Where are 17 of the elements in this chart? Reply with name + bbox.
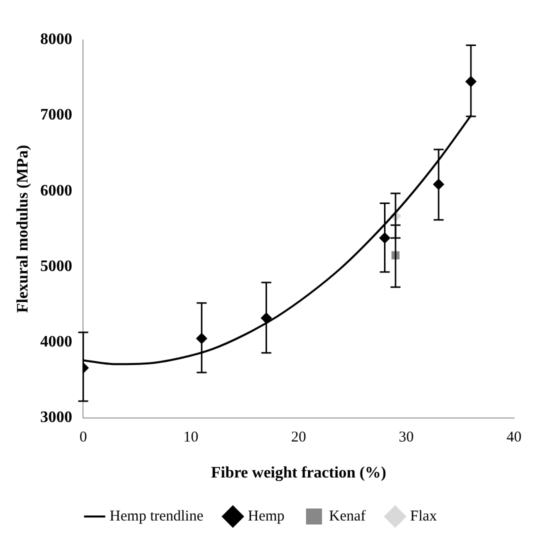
- legend-label: Flax: [410, 508, 438, 524]
- x-tick-label: 10: [183, 430, 198, 446]
- x-axis-title: Fibre weight fraction (%): [210, 464, 386, 482]
- y-tick-label: 8000: [40, 31, 72, 48]
- y-tick-label: 6000: [40, 182, 72, 200]
- legend-label: Hemp trendline: [110, 508, 204, 524]
- legend-label: Kenaf: [329, 508, 366, 524]
- y-axis-title: Flexural modulus (MPa): [14, 144, 32, 313]
- y-tick-label: 4000: [40, 333, 72, 350]
- x-tick-label: 0: [79, 430, 87, 446]
- legend-label: Hemp: [248, 508, 285, 524]
- y-tick-label: 5000: [40, 258, 72, 275]
- y-tick-label: 7000: [40, 106, 72, 124]
- x-tick-label: 30: [398, 430, 414, 446]
- y-tick-label: 3000: [40, 408, 72, 426]
- x-tick-label: 40: [506, 430, 522, 446]
- x-tick-label: 20: [291, 430, 306, 446]
